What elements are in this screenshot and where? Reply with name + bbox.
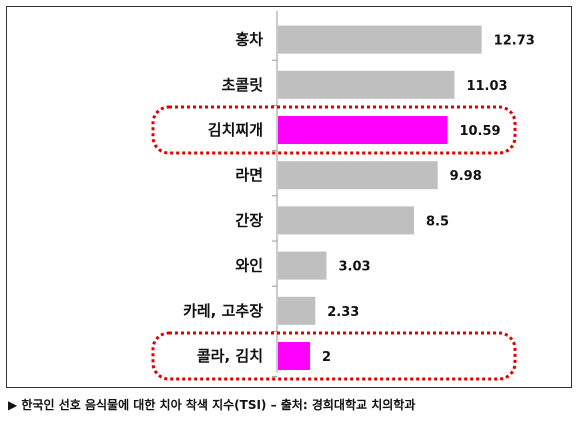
bar-category-1	[278, 25, 482, 54]
value-label-8: 2	[322, 350, 331, 365]
value-label-3: 10.59	[459, 124, 500, 139]
bar-chart: 홍차 12.73 초콜릿 11.03 김치찌개 10.59 라면 9.98 간장 8.5 와인 3.0…	[151, 11, 535, 381]
bar-category-7	[278, 296, 316, 325]
value-label-5: 8.5	[426, 214, 449, 229]
bar-category-3	[278, 116, 448, 144]
value-label-4: 9.98	[450, 169, 482, 184]
chart-frame: 홍차 12.73 초콜릿 11.03 김치찌개 10.59 라면 9.98 간장 8.5 와인 3.0…	[6, 6, 572, 388]
bar-category-2	[278, 70, 455, 99]
bar-category-4	[278, 161, 438, 190]
bar-category-8	[278, 342, 310, 370]
category-label-4: 라면	[235, 166, 263, 184]
category-label-2: 초콜릿	[222, 76, 264, 94]
category-label-7: 카레, 고추장	[183, 302, 263, 320]
value-label-2: 11.03	[466, 79, 507, 94]
bar-category-5	[278, 206, 414, 235]
bar-category-6	[278, 251, 327, 280]
value-label-6: 3.03	[338, 260, 370, 275]
chart-caption: ▶ 한국인 선호 음식물에 대한 치아 착색 지수(TSI) – 출처: 경희대…	[8, 398, 416, 412]
category-label-1: 홍차	[235, 31, 263, 49]
highlight-box-3	[151, 105, 517, 155]
value-label-1: 12.73	[494, 34, 535, 49]
category-label-6: 와인	[235, 257, 263, 275]
category-label-5: 간장	[235, 211, 263, 229]
category-label-3: 김치찌개	[208, 121, 263, 139]
category-label-8: 콜라, 김치	[197, 347, 263, 365]
highlight-box-8	[151, 331, 517, 381]
value-label-7: 2.33	[327, 305, 359, 320]
